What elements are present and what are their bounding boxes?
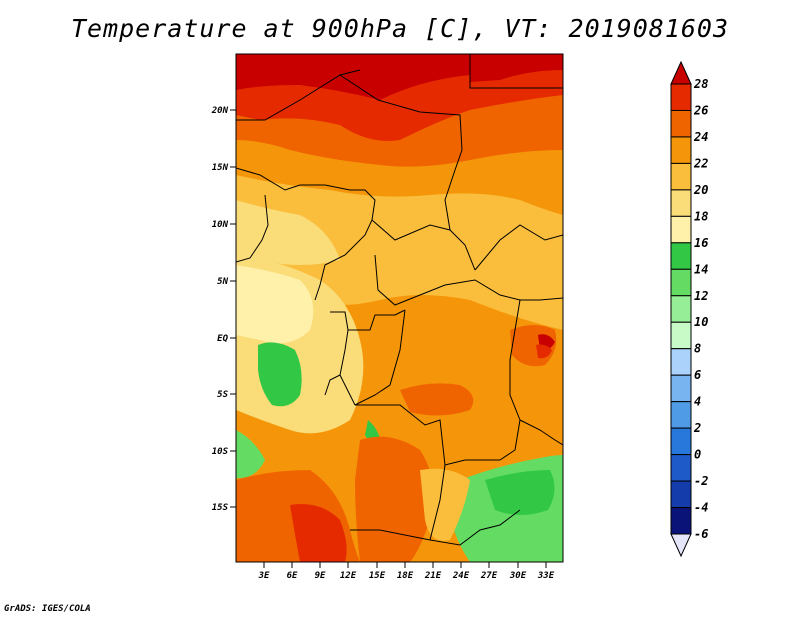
colorbar-label: 28: [693, 77, 708, 91]
colorbar-label: 12: [694, 289, 708, 303]
border-uganda-kenya: [520, 297, 563, 301]
colorbar-label: 18: [694, 209, 708, 223]
border-cabinda: [324, 374, 341, 396]
colorbar-label: 16: [694, 236, 708, 250]
colorbar-swatch: [670, 242, 692, 270]
colorbar-label: -6: [694, 527, 708, 541]
lat-label: 15S: [212, 503, 229, 513]
colorbar-label: 8: [694, 342, 701, 356]
lat-label: 5N: [217, 277, 228, 287]
colorbar: [670, 60, 692, 558]
field-28-northeast: [470, 54, 563, 82]
lon-label: 21E: [424, 571, 442, 581]
border-chad-sudan: [444, 149, 463, 231]
border-drc-east: [499, 299, 521, 461]
lon-label: 24E: [452, 571, 470, 581]
lon-label: 12E: [340, 571, 357, 581]
colorbar-swatch: [670, 189, 692, 217]
colorbar-label: 0: [694, 448, 701, 462]
colorbar-swatch: [670, 321, 692, 350]
border-zambia: [429, 464, 521, 546]
chart-title: Temperature at 900hPa [C], VT: 201908160…: [70, 14, 730, 43]
colorbar-label: 2: [693, 421, 701, 435]
colorbar-label: 4: [694, 395, 701, 409]
colorbar-swatch: [670, 136, 692, 164]
colorbar-swatch: [670, 374, 692, 403]
map-frame: [235, 53, 564, 563]
field-14-southeast: [485, 470, 555, 515]
colorbar-label: -2: [694, 474, 708, 488]
lon-label: 6E: [287, 571, 298, 581]
colorbar-labels: 28 26 24 22 20 18 16 14 12 10 8 6 4 2 0 …: [693, 77, 708, 541]
border-tanzania: [519, 419, 563, 446]
lat-label: EQ: [217, 334, 228, 344]
lat-axis: [230, 109, 236, 508]
colorbar-swatch: [670, 348, 692, 376]
border-car-north: [371, 219, 476, 271]
border-sahel: [236, 167, 376, 221]
field-24-angola: [355, 436, 434, 562]
colorbar-swatch: [670, 83, 692, 111]
field-16-coast: [236, 265, 314, 344]
border-namibia: [350, 529, 431, 541]
lon-axis: [263, 562, 547, 568]
colorbar-bottom-arrow: [670, 533, 692, 558]
lon-label: 33E: [537, 571, 555, 581]
lon-label: 30E: [509, 571, 527, 581]
colorbar-swatch: [670, 507, 692, 535]
lat-label: 5S: [217, 390, 228, 400]
border-south-sudan: [474, 224, 563, 271]
lat-label: 15N: [212, 163, 229, 173]
colorbar-label: 10: [694, 315, 708, 329]
country-borders: [236, 54, 563, 546]
border-libya-egypt: [469, 54, 563, 89]
lon-label: 15E: [369, 571, 386, 581]
border-angola-drc: [355, 404, 500, 466]
colorbar-swatch: [670, 109, 692, 138]
colorbar-label: 26: [693, 103, 708, 117]
colorbar-swatch: [670, 480, 692, 509]
field-24-basin: [400, 383, 474, 416]
field-28-north: [236, 54, 470, 100]
border-drc-west: [354, 309, 406, 406]
colorbar-label: 24: [693, 130, 708, 144]
field-14-west: [258, 342, 302, 407]
field-18-west: [236, 200, 340, 265]
colorbar-swatch: [670, 215, 692, 244]
colorbar-label: 22: [693, 156, 708, 170]
colorbar-swatch: [670, 401, 692, 429]
border-niger-chad: [339, 74, 463, 151]
lon-label: 3E: [258, 571, 270, 581]
colorbar-label: -4: [694, 501, 708, 515]
lat-label: 10N: [212, 220, 229, 230]
border-cameroon: [314, 219, 373, 301]
colorbar-label: 20: [693, 183, 708, 197]
colorbar-top-arrow: [670, 60, 692, 85]
lon-label: 9E: [315, 571, 326, 581]
lat-label: 20N: [211, 106, 229, 116]
colorbar-swatch: [670, 268, 692, 297]
colorbar-swatch: [670, 295, 692, 323]
border-car-south: [374, 254, 521, 306]
field-26-south: [290, 504, 347, 562]
credit-label: GrADS: IGES/COLA: [4, 604, 91, 614]
border-west-coast: [236, 194, 269, 263]
lon-label: 27E: [480, 571, 498, 581]
colorbar-swatch: [670, 454, 692, 482]
lat-label: 10S: [212, 447, 229, 457]
colorbar-label: 6: [694, 368, 701, 382]
border-sahara: [236, 69, 361, 121]
temperature-field: [236, 54, 563, 562]
colorbar-swatch: [670, 427, 692, 456]
colorbar-label: 14: [694, 262, 708, 276]
lon-label: 18E: [397, 571, 414, 581]
colorbar-swatch: [670, 162, 692, 191]
lake-victoria: [536, 344, 552, 359]
field-12-southwest: [236, 430, 265, 479]
border-gabon-congo: [330, 309, 406, 331]
field-20-zambia: [420, 468, 470, 541]
